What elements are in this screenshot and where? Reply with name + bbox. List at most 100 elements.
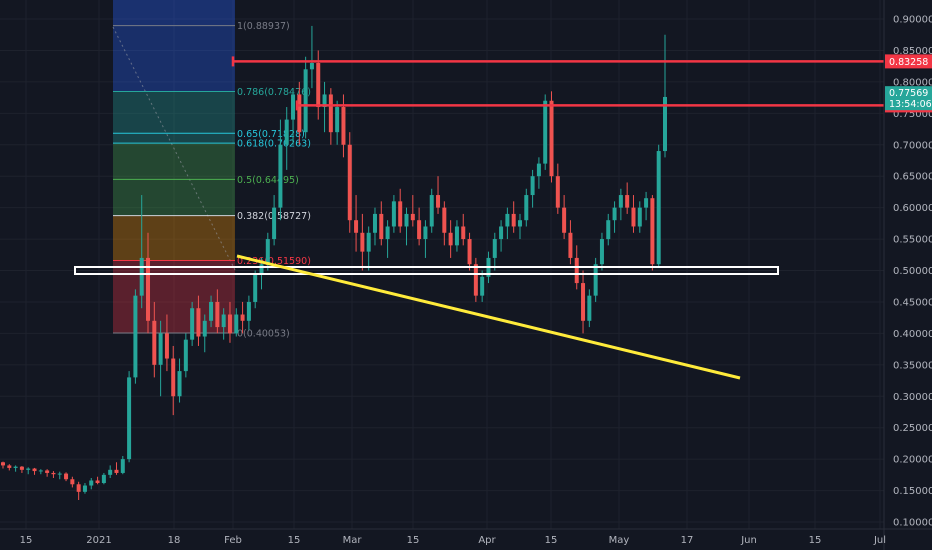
candle-body xyxy=(32,468,37,472)
candle xyxy=(543,94,548,170)
candle xyxy=(51,471,56,478)
candle-body xyxy=(467,239,472,265)
candle-body xyxy=(543,100,548,164)
candle xyxy=(120,455,125,475)
candle-body xyxy=(177,371,182,397)
candle xyxy=(328,88,333,145)
candle-body xyxy=(562,207,567,233)
candle xyxy=(196,295,201,346)
candle xyxy=(240,301,245,334)
candle-body xyxy=(473,264,478,296)
candle-body xyxy=(57,473,62,475)
fib-band xyxy=(113,0,235,26)
price-tick-label: 0.70000 xyxy=(893,140,932,151)
candle-body xyxy=(114,469,119,473)
candle-body xyxy=(183,339,188,372)
countdown-text: 13:54:06 xyxy=(889,99,932,110)
candle-body xyxy=(581,283,586,321)
candle-body xyxy=(555,176,560,208)
candle-body xyxy=(625,195,630,208)
price-tick-label: 0.65000 xyxy=(893,172,932,183)
price-badge xyxy=(885,54,932,69)
candle xyxy=(618,188,623,221)
candle-body xyxy=(171,358,176,397)
candle xyxy=(158,320,163,397)
candle-body xyxy=(133,295,138,378)
candle xyxy=(227,301,232,343)
price-tick-label: 0.85000 xyxy=(893,46,932,57)
candle-body xyxy=(322,94,327,108)
candle-body xyxy=(45,470,50,473)
candle xyxy=(152,301,157,378)
candle-body xyxy=(221,314,226,328)
candle-body xyxy=(366,232,371,252)
fib-diagonal xyxy=(112,26,236,271)
candle xyxy=(511,201,516,233)
candle xyxy=(467,232,472,271)
candle-body xyxy=(253,273,258,302)
candle-body xyxy=(492,239,497,258)
candle-body xyxy=(26,468,31,470)
price-tick-label: 0.40000 xyxy=(893,329,932,340)
candle-body xyxy=(499,226,504,240)
candle xyxy=(372,207,377,246)
candle-body xyxy=(341,107,346,145)
candle-body xyxy=(227,314,232,334)
fib-level-label: 0.65(0.71828) xyxy=(237,129,305,140)
candle xyxy=(442,201,447,246)
candle-body xyxy=(631,207,636,227)
candle xyxy=(253,270,258,309)
support-zone[interactable] xyxy=(74,266,779,275)
candle xyxy=(562,195,567,240)
candle-body xyxy=(480,276,485,296)
candle xyxy=(7,464,12,471)
candle-body xyxy=(328,94,333,133)
candle xyxy=(555,163,560,214)
descending-trendline[interactable] xyxy=(236,254,741,380)
candle-body xyxy=(95,480,100,484)
candle-body xyxy=(38,470,43,472)
candle-body xyxy=(120,459,125,473)
candle xyxy=(234,308,239,337)
candle xyxy=(221,308,226,340)
candle xyxy=(284,107,289,170)
resistance-lines[interactable] xyxy=(231,56,884,111)
candle xyxy=(297,81,302,145)
fib-level-label: 0(0.40053) xyxy=(237,329,290,340)
candle-body xyxy=(379,213,384,240)
time-tick-label: 15 xyxy=(288,535,301,546)
candle xyxy=(89,477,94,490)
price-tick-label: 0.55000 xyxy=(893,235,932,246)
time-tick-label: 17 xyxy=(681,535,694,546)
candle xyxy=(26,467,31,475)
candle-body xyxy=(606,220,611,240)
candle xyxy=(177,358,182,403)
candle-body xyxy=(568,232,573,258)
candle-body xyxy=(612,207,617,221)
candle-body xyxy=(505,213,510,227)
fib-level-label: 0.5(0.64495) xyxy=(237,175,299,186)
candle-body xyxy=(234,314,239,334)
candle xyxy=(417,207,422,246)
price-tick-label: 0.90000 xyxy=(893,15,932,26)
candle xyxy=(291,88,296,145)
candle-body xyxy=(146,257,151,321)
time-tick-label: 15 xyxy=(407,535,420,546)
candle xyxy=(246,295,251,331)
candle xyxy=(581,270,586,334)
candle-body xyxy=(152,320,157,365)
candle-body xyxy=(511,213,516,227)
candle-body xyxy=(51,472,56,475)
candle xyxy=(45,469,50,477)
candle xyxy=(631,195,636,233)
candle xyxy=(309,25,314,89)
candle xyxy=(164,314,169,372)
candle-body xyxy=(574,257,579,284)
candle xyxy=(190,301,195,346)
time-tick-label: 15 xyxy=(20,535,33,546)
candle xyxy=(454,220,459,252)
candle xyxy=(524,188,529,227)
candle xyxy=(108,465,113,478)
candle xyxy=(215,289,220,334)
